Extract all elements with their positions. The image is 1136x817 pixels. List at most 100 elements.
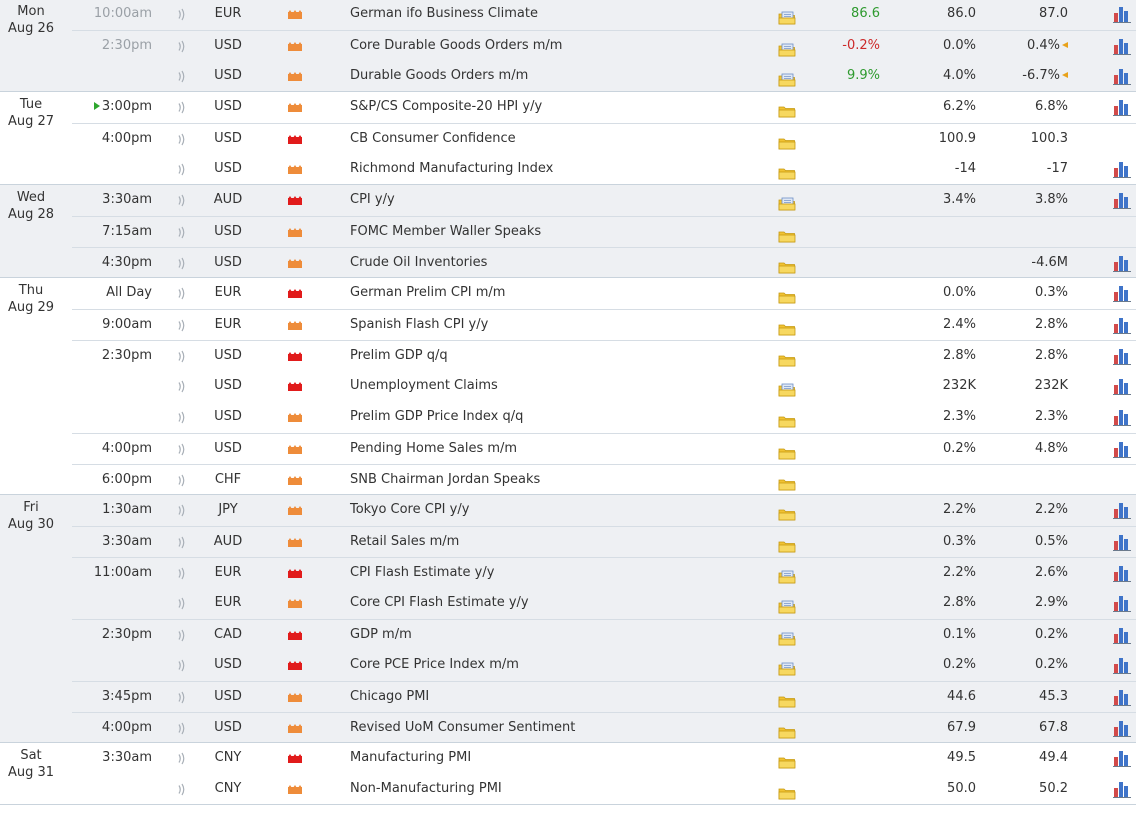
alarm-icon[interactable]: [174, 713, 190, 744]
chart-icon[interactable]: [1113, 780, 1131, 798]
event-row[interactable]: 9:00am EUR Spanish Flash CPI y/y 2.4% 2.8%: [72, 309, 1136, 340]
event-name[interactable]: SNB Chairman Jordan Speaks: [350, 472, 541, 487]
chart-icon[interactable]: [1113, 440, 1131, 458]
event-row[interactable]: USD Richmond Manufacturing Index -14 -17: [72, 154, 1136, 185]
alarm-icon[interactable]: [174, 682, 190, 713]
folder-icon[interactable]: [778, 225, 796, 243]
alarm-icon[interactable]: [174, 527, 190, 558]
event-row[interactable]: 2:30pm USD Prelim GDP q/q 2.8% 2.8%: [72, 340, 1136, 371]
chart-icon[interactable]: [1113, 594, 1131, 612]
event-name[interactable]: Richmond Manufacturing Index: [350, 161, 554, 176]
chart-icon[interactable]: [1113, 98, 1131, 116]
alarm-icon[interactable]: [174, 743, 190, 774]
chart-icon[interactable]: [1113, 719, 1131, 737]
chart-icon[interactable]: [1113, 564, 1131, 582]
alarm-icon[interactable]: [174, 558, 190, 589]
alarm-icon[interactable]: [174, 92, 190, 123]
alarm-icon[interactable]: [174, 495, 190, 526]
chart-icon[interactable]: [1113, 284, 1131, 302]
event-row[interactable]: 3:30am CNY Manufacturing PMI 49.5 49.4: [72, 743, 1136, 774]
alarm-icon[interactable]: [174, 588, 190, 619]
chart-icon[interactable]: [1113, 656, 1131, 674]
alarm-icon[interactable]: [174, 620, 190, 651]
chart-icon[interactable]: [1113, 67, 1131, 85]
event-row[interactable]: USD Core PCE Price Index m/m 0.2% 0.2%: [72, 650, 1136, 681]
event-name[interactable]: Prelim GDP q/q: [350, 348, 448, 363]
alarm-icon[interactable]: [174, 310, 190, 341]
event-row[interactable]: 4:00pm USD Revised UoM Consumer Sentiment 6…: [72, 712, 1136, 743]
event-row[interactable]: 6:00pm CHF SNB Chairman Jordan Speaks: [72, 464, 1136, 495]
event-name[interactable]: CB Consumer Confidence: [350, 131, 516, 146]
event-name[interactable]: Prelim GDP Price Index q/q: [350, 409, 524, 424]
event-row[interactable]: 3:30am AUD CPI y/y 3.4% 3.8%: [72, 185, 1136, 216]
event-name[interactable]: German Prelim CPI m/m: [350, 285, 506, 300]
event-name[interactable]: Spanish Flash CPI y/y: [350, 317, 489, 332]
event-name[interactable]: Retail Sales m/m: [350, 534, 460, 549]
folder-icon[interactable]: [778, 7, 796, 25]
event-row[interactable]: 2:30pm CAD GDP m/m 0.1% 0.2%: [72, 619, 1136, 650]
alarm-icon[interactable]: [174, 278, 190, 309]
event-name[interactable]: Core CPI Flash Estimate y/y: [350, 595, 529, 610]
event-row[interactable]: 3:30am AUD Retail Sales m/m 0.3% 0.5%: [72, 526, 1136, 557]
event-row[interactable]: 4:30pm USD Crude Oil Inventories -4.6M: [72, 247, 1136, 278]
folder-icon[interactable]: [778, 658, 796, 676]
folder-icon[interactable]: [778, 410, 796, 428]
alarm-icon[interactable]: [174, 248, 190, 279]
event-row[interactable]: EUR Core CPI Flash Estimate y/y 2.8% 2.9%: [72, 588, 1136, 619]
event-name[interactable]: Non-Manufacturing PMI: [350, 781, 502, 796]
alarm-icon[interactable]: [174, 371, 190, 402]
folder-icon[interactable]: [778, 782, 796, 800]
event-name[interactable]: Unemployment Claims: [350, 378, 498, 393]
event-name[interactable]: Manufacturing PMI: [350, 750, 472, 765]
chart-icon[interactable]: [1113, 501, 1131, 519]
folder-icon[interactable]: [778, 690, 796, 708]
event-row[interactable]: USD Unemployment Claims 232K 232K: [72, 371, 1136, 402]
alarm-icon[interactable]: [174, 774, 190, 805]
folder-icon[interactable]: [778, 162, 796, 180]
folder-icon[interactable]: [778, 566, 796, 584]
alarm-icon[interactable]: [174, 402, 190, 433]
chart-icon[interactable]: [1113, 626, 1131, 644]
event-row[interactable]: 7:15am USD FOMC Member Waller Speaks: [72, 216, 1136, 247]
event-name[interactable]: Chicago PMI: [350, 689, 430, 704]
event-name[interactable]: Core Durable Goods Orders m/m: [350, 38, 563, 53]
event-name[interactable]: FOMC Member Waller Speaks: [350, 224, 542, 239]
alarm-icon[interactable]: [174, 465, 190, 496]
alarm-icon[interactable]: [174, 650, 190, 681]
event-name[interactable]: Crude Oil Inventories: [350, 255, 488, 270]
folder-icon[interactable]: [778, 442, 796, 460]
folder-icon[interactable]: [778, 318, 796, 336]
folder-icon[interactable]: [778, 721, 796, 739]
alarm-icon[interactable]: [174, 124, 190, 155]
alarm-icon[interactable]: [174, 434, 190, 465]
event-row[interactable]: 10:00am EUR German ifo Business Climate 86.…: [72, 0, 1136, 30]
folder-icon[interactable]: [778, 628, 796, 646]
event-row[interactable]: 3:00pm USD S&P/CS Composite-20 HPI y/y 6.2%…: [72, 92, 1136, 123]
event-name[interactable]: CPI Flash Estimate y/y: [350, 565, 495, 580]
folder-icon[interactable]: [778, 751, 796, 769]
event-row[interactable]: 4:00pm USD CB Consumer Confidence 100.9 100.…: [72, 123, 1136, 154]
folder-icon[interactable]: [778, 100, 796, 118]
chart-icon[interactable]: [1113, 408, 1131, 426]
folder-icon[interactable]: [778, 193, 796, 211]
folder-icon[interactable]: [778, 503, 796, 521]
event-row[interactable]: USD Durable Goods Orders m/m 9.9% 4.0% -6.7%: [72, 61, 1136, 92]
chart-icon[interactable]: [1113, 377, 1131, 395]
event-row[interactable]: CNY Non-Manufacturing PMI 50.0 50.2: [72, 774, 1136, 805]
folder-icon[interactable]: [778, 39, 796, 57]
chart-icon[interactable]: [1113, 749, 1131, 767]
folder-icon[interactable]: [778, 473, 796, 491]
chart-icon[interactable]: [1113, 160, 1131, 178]
event-name[interactable]: Pending Home Sales m/m: [350, 441, 518, 456]
folder-icon[interactable]: [778, 349, 796, 367]
alarm-icon[interactable]: [174, 217, 190, 248]
chart-icon[interactable]: [1113, 347, 1131, 365]
event-row[interactable]: 11:00am EUR CPI Flash Estimate y/y 2.2% 2.6%: [72, 557, 1136, 588]
alarm-icon[interactable]: [174, 341, 190, 372]
folder-icon[interactable]: [778, 132, 796, 150]
alarm-icon[interactable]: [174, 61, 190, 92]
alarm-icon[interactable]: [174, 154, 190, 185]
chart-icon[interactable]: [1113, 688, 1131, 706]
folder-icon[interactable]: [778, 596, 796, 614]
event-row[interactable]: 4:00pm USD Pending Home Sales m/m 0.2% 4.8%: [72, 433, 1136, 464]
